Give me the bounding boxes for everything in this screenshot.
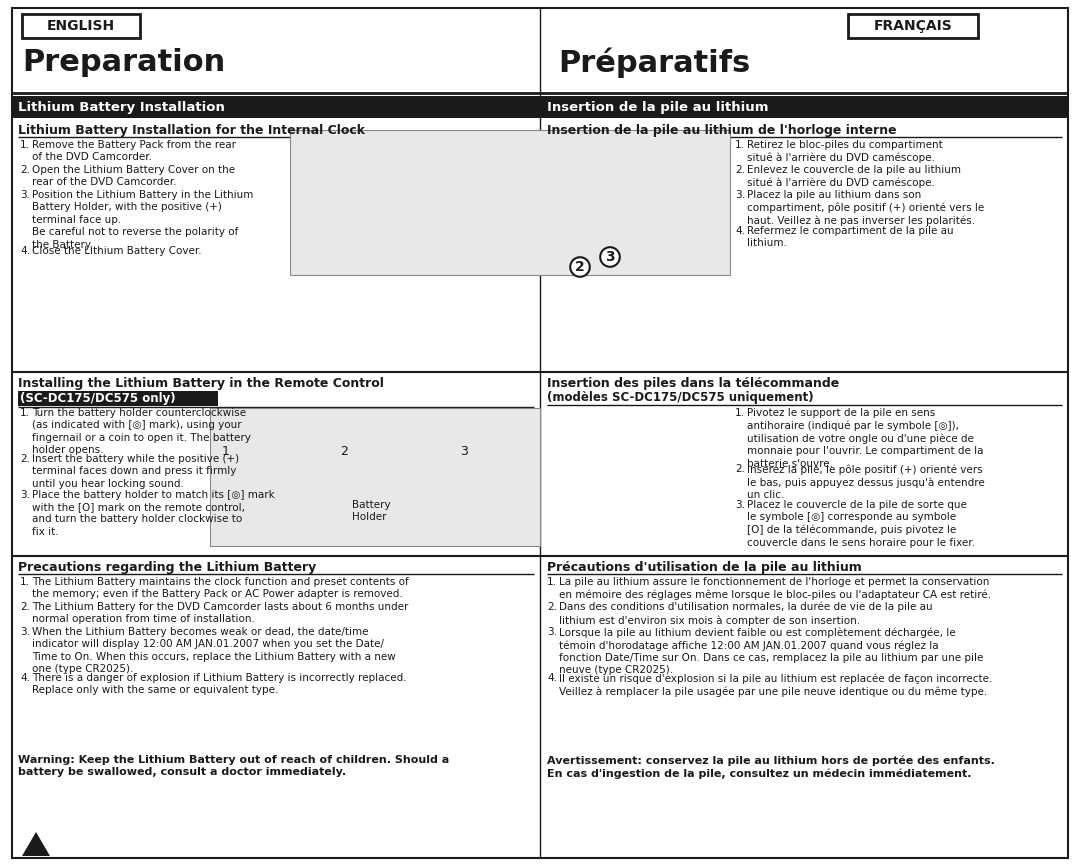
Text: Insertion de la pile au lithium de l'horloge interne: Insertion de la pile au lithium de l'hor… [546,124,896,137]
Text: Avertissement: conservez la pile au lithium hors de portée des enfants.
En cas d: Avertissement: conservez la pile au lith… [546,755,995,779]
Text: Refermez le compartiment de la pile au
lithium.: Refermez le compartiment de la pile au l… [747,225,954,248]
Text: ENGLISH: ENGLISH [46,19,116,33]
Text: 3.: 3. [21,190,30,200]
Text: Open the Lithium Battery Cover on the
rear of the DVD Camcorder.: Open the Lithium Battery Cover on the re… [32,165,235,187]
Text: Insertion de la pile au lithium: Insertion de la pile au lithium [546,100,769,113]
Text: La pile au lithium assure le fonctionnement de l'horloge et permet la conservati: La pile au lithium assure le fonctionnem… [559,577,991,600]
Text: Placez le couvercle de la pile de sorte que
le symbole [◎] corresponde au symbol: Placez le couvercle de la pile de sorte … [747,500,975,548]
Text: Précautions d'utilisation de la pile au lithium: Précautions d'utilisation de la pile au … [546,561,862,574]
Text: Turn the battery holder counterclockwise
(as indicated with [◎] mark), using you: Turn the battery holder counterclockwise… [32,408,251,456]
Text: Close the Lithium Battery Cover.: Close the Lithium Battery Cover. [32,247,202,256]
Text: 4.: 4. [21,673,30,683]
Bar [291,130,730,275]
Text: Retirez le bloc-piles du compartiment
situê à l'arrière du DVD caméscope.: Retirez le bloc-piles du compartiment si… [747,140,943,163]
Text: Place the battery holder to match its [◎] mark
with the [O] mark on the remote c: Place the battery holder to match its [◎… [32,489,274,537]
Text: Warning: Keep the Lithium Battery out of reach of children. Should a
battery be : Warning: Keep the Lithium Battery out of… [18,755,449,778]
Text: 2: 2 [576,260,585,274]
Text: 1.: 1. [21,408,30,418]
Text: 1.: 1. [21,577,30,587]
Polygon shape [22,832,50,856]
Text: 20: 20 [27,845,44,858]
Text: 2.: 2. [735,464,745,475]
Text: 3.: 3. [546,627,557,637]
Text: 1.: 1. [735,408,745,418]
Text: 2: 2 [340,445,348,458]
Bar [22,14,140,38]
Text: 3.: 3. [735,500,745,510]
Text: 3.: 3. [21,627,30,637]
Text: Battery
Holder: Battery Holder [352,500,391,522]
Text: 3: 3 [460,445,468,458]
Text: Placez la pile au lithium dans son
compartiment, pôle positif (+) orienté vers l: Placez la pile au lithium dans son compa… [747,190,984,226]
Text: FRANÇAIS: FRANÇAIS [874,19,953,33]
Text: 2.: 2. [21,165,30,175]
Text: Precautions regarding the Lithium Battery: Precautions regarding the Lithium Batter… [18,561,316,574]
Text: 2.: 2. [735,165,745,175]
Text: Insérez la pile, le pôle positif (+) orienté vers
le bas, puis appuyez dessus ju: Insérez la pile, le pôle positif (+) ori… [747,464,985,501]
Text: 3: 3 [605,250,615,264]
Bar [18,391,218,406]
Text: Lorsque la pile au lithium devient faible ou est complètement déchargée, le
témo: Lorsque la pile au lithium devient faibl… [559,627,984,675]
Text: Insert the battery while the positive (+)
terminal faces down and press it firml: Insert the battery while the positive (+… [32,454,239,488]
Bar [210,408,540,546]
Text: When the Lithium Battery becomes weak or dead, the date/time
indicator will disp: When the Lithium Battery becomes weak or… [32,627,395,675]
Text: Préparatifs: Préparatifs [558,48,751,79]
Text: 3.: 3. [21,489,30,500]
Bar [848,14,978,38]
Text: Lithium Battery Installation: Lithium Battery Installation [18,100,225,113]
Text: (modèles SC-DC175/DC575 uniquement): (modèles SC-DC175/DC575 uniquement) [546,391,813,404]
Text: Remove the Battery Pack from the rear
of the DVD Camcorder.: Remove the Battery Pack from the rear of… [32,140,237,163]
Text: 4.: 4. [21,247,30,256]
Text: Dans des conditions d'utilisation normales, la durée de vie de la pile au
lithiu: Dans des conditions d'utilisation normal… [559,602,933,625]
Text: Il existe un risque d'explosion si la pile au lithium est replacée de façon inco: Il existe un risque d'explosion si la pi… [559,673,993,696]
Text: Pivotez le support de la pile en sens
antihoraire (indiqué par le symbole [◎]),
: Pivotez le support de la pile en sens an… [747,408,984,469]
Text: Installing the Lithium Battery in the Remote Control: Installing the Lithium Battery in the Re… [18,377,383,390]
Text: 2.: 2. [546,602,557,612]
Text: Preparation: Preparation [22,48,226,77]
Text: Lithium Battery Installation for the Internal Clock: Lithium Battery Installation for the Int… [18,124,365,137]
Text: Position the Lithium Battery in the Lithium
Battery Holder, with the positive (+: Position the Lithium Battery in the Lith… [32,190,254,249]
Text: 1.: 1. [546,577,557,587]
Text: 4.: 4. [735,225,745,236]
Text: 1: 1 [222,445,230,458]
Bar [541,96,1068,118]
Text: (SC-DC175/DC575 only): (SC-DC175/DC575 only) [21,392,176,405]
Text: 1.: 1. [735,140,745,150]
Text: 2.: 2. [21,602,30,612]
Text: Insertion des piles dans la télécommande: Insertion des piles dans la télécommande [546,377,839,390]
Text: 1.: 1. [21,140,30,150]
Bar [12,96,540,118]
Text: 4.: 4. [546,673,557,683]
Text: The Lithium Battery maintains the clock function and preset contents of
the memo: The Lithium Battery maintains the clock … [32,577,408,599]
Text: Enlevez le couvercle de la pile au lithium
situé à l'arrière du DVD caméscope.: Enlevez le couvercle de la pile au lithi… [747,165,961,188]
Text: There is a danger of explosion if Lithium Battery is incorrectly replaced.
Repla: There is a danger of explosion if Lithiu… [32,673,407,695]
Text: The Lithium Battery for the DVD Camcorder lasts about 6 months under
normal oper: The Lithium Battery for the DVD Camcorde… [32,602,408,624]
Text: 3.: 3. [735,190,745,200]
Text: 2.: 2. [21,454,30,464]
